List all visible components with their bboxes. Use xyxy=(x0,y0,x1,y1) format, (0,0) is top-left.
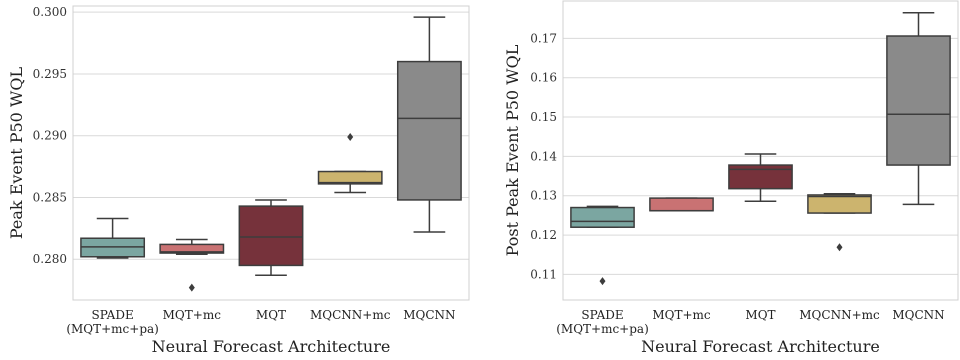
y-tick-label: 0.15 xyxy=(530,110,557,124)
x-tick-label: MQT+mc xyxy=(652,308,711,322)
box-2 xyxy=(728,153,793,203)
box-4 xyxy=(886,12,951,206)
box-iqr xyxy=(317,170,383,185)
y-tick-label: 0.280 xyxy=(33,252,67,266)
plot-frame xyxy=(562,0,959,301)
outlier-point xyxy=(836,243,843,252)
box-iqr xyxy=(649,197,714,212)
x-tick-label: SPADE xyxy=(581,308,623,322)
y-tick-label: 0.290 xyxy=(33,129,67,143)
x-tick-label: MQCNN+mc xyxy=(799,308,880,322)
box-iqr xyxy=(807,194,872,214)
y-tick-label: 0.295 xyxy=(33,67,67,81)
box-iqr xyxy=(159,243,225,254)
plot-frame xyxy=(72,5,470,301)
x-tick-label: MQCNN xyxy=(892,308,944,322)
y-tick-label: 0.17 xyxy=(530,31,557,45)
box-3 xyxy=(317,132,383,194)
x-tick-label: SPADE xyxy=(91,308,133,322)
box-iqr xyxy=(886,35,951,166)
x-tick-label: MQCNN xyxy=(403,308,455,322)
box-1 xyxy=(649,197,714,212)
y-axis-title: Post Peak Event P50 WQL xyxy=(503,44,522,256)
y-tick-label: 0.285 xyxy=(33,190,67,204)
box-iqr xyxy=(238,205,304,267)
box-iqr xyxy=(396,60,462,201)
outlier-point xyxy=(188,283,195,292)
box-iqr xyxy=(570,206,635,228)
x-axis-title: Neural Forecast Architecture xyxy=(152,337,391,356)
x-tick-label: (MQT+mc+pa) xyxy=(66,322,159,336)
box-2 xyxy=(238,199,304,277)
y-tick-label: 0.16 xyxy=(530,71,557,85)
box-3 xyxy=(807,193,872,252)
chart-panel-1: 0.280 0.285 0.290 0.295 0.300 SPADE(MQT+mc+pa… xyxy=(7,5,470,356)
outlier-point xyxy=(599,277,606,286)
outlier-point xyxy=(347,132,354,141)
x-axis-title: Neural Forecast Architecture xyxy=(641,337,880,356)
box-0 xyxy=(570,205,635,286)
chart-panel-2: 0.11 0.12 0.13 0.14 0.15 0.16 0.17 SPADE(MQT+mc… xyxy=(503,0,959,356)
x-tick-label: MQT xyxy=(745,308,775,322)
y-tick-label: 0.14 xyxy=(530,149,557,163)
box-0 xyxy=(80,217,146,259)
y-tick-label: 0.300 xyxy=(33,5,67,19)
box-4 xyxy=(396,16,462,233)
x-tick-label: MQT xyxy=(256,308,286,322)
y-tick-label: 0.11 xyxy=(530,267,557,281)
y-tick-label: 0.12 xyxy=(530,228,557,242)
box-1 xyxy=(159,238,225,292)
y-axis-title: Peak Event P50 WQL xyxy=(7,67,26,240)
box-iqr xyxy=(728,164,793,190)
x-tick-label: MQCNN+mc xyxy=(310,308,391,322)
y-tick-label: 0.13 xyxy=(530,189,557,203)
x-tick-label: MQT+mc xyxy=(163,308,222,322)
x-tick-label: (MQT+mc+pa) xyxy=(556,322,649,336)
